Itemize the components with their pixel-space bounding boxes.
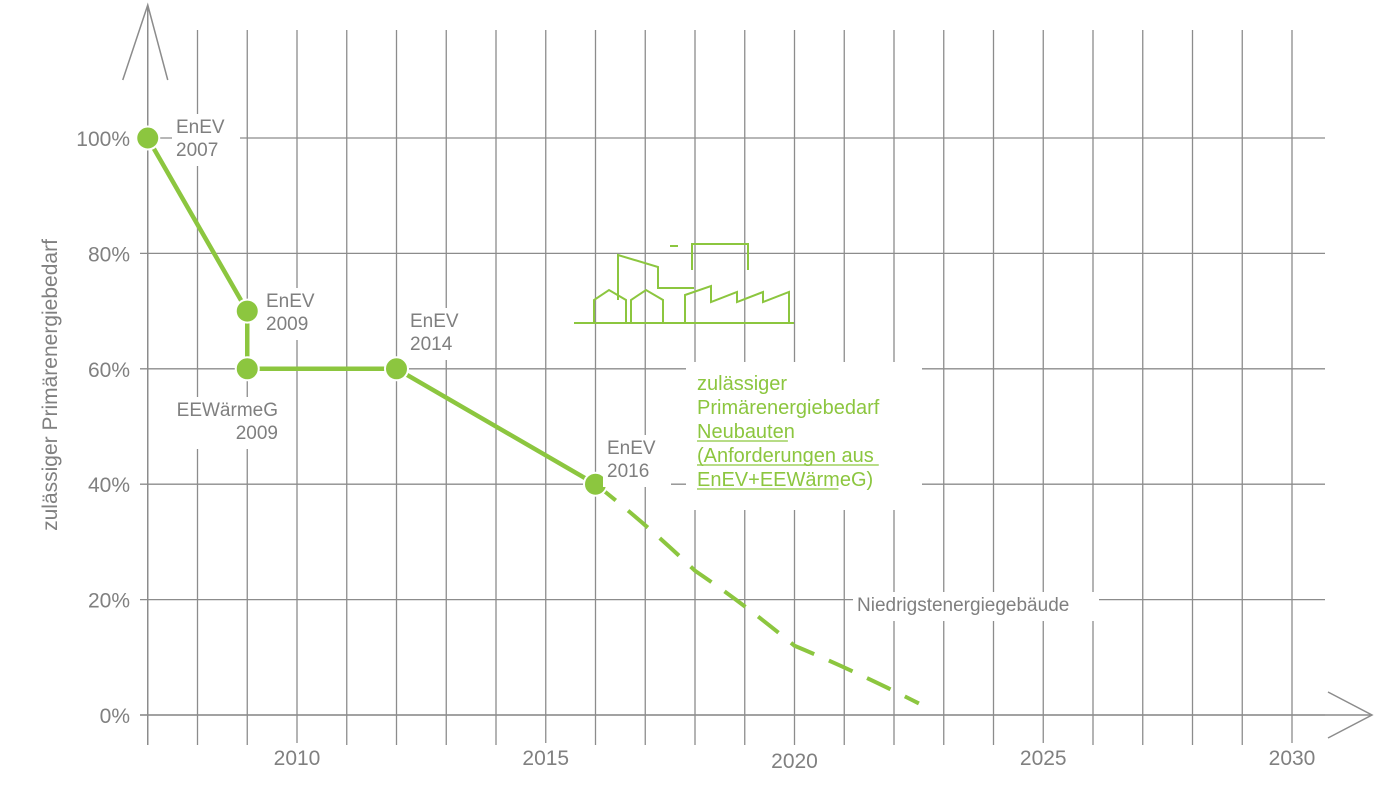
annotation-label: EnEV — [607, 438, 656, 459]
annotation-bg — [262, 288, 330, 340]
data-marker — [384, 356, 409, 382]
x-tick-label: 2010 — [274, 747, 321, 770]
annotation-label: 2007 — [176, 140, 218, 161]
y-tick-label: 60% — [88, 359, 130, 382]
annotation-label: 2014 — [410, 334, 453, 355]
annotations: EnEV2007EnEV2009EEWärmeG2009EnEV2014EnEV… — [158, 114, 1099, 621]
annotation-bg — [853, 592, 1099, 621]
annotation-bg — [603, 435, 671, 487]
green-note-bg — [686, 362, 922, 510]
y-tick-label-bg — [62, 701, 136, 729]
y-tick-label-bg — [62, 470, 136, 499]
buildings-icon — [574, 243, 794, 324]
annotation-bg — [172, 114, 240, 166]
annotation-label: 2009 — [266, 314, 308, 335]
y-tick-label: 80% — [88, 243, 130, 266]
annotation-label: EnEV — [176, 117, 225, 138]
annotation-label: 2016 — [607, 461, 649, 482]
series-line-dashed — [594, 482, 920, 706]
y-tick-label: 40% — [88, 474, 130, 497]
annotation-label: 2009 — [236, 423, 278, 444]
green-note-line: zulässiger — [697, 373, 787, 395]
x-tick-label-bg — [758, 746, 831, 776]
x-axis-arrowhead — [1327, 691, 1374, 739]
annotation-label: EnEV — [410, 311, 459, 332]
data-marker — [234, 298, 260, 324]
x-tick-label-bg — [509, 743, 582, 773]
x-tick-label-bg — [1256, 743, 1328, 773]
y-tick-label: 100% — [76, 128, 130, 151]
x-tick-label: 2030 — [1269, 747, 1316, 770]
y-axis-label: zulässiger Primärenergiebedarf — [39, 239, 62, 531]
y-tick-label-bg — [62, 124, 136, 152]
x-tick-label: 2025 — [1020, 747, 1067, 770]
data-marker — [135, 125, 161, 151]
annotation-label: EnEV — [266, 291, 315, 312]
y-tick-label: 20% — [88, 590, 130, 613]
y-axis-arrowhead — [122, 2, 169, 81]
x-tick-label: 2015 — [522, 747, 569, 770]
green-note-line: Neubauten — [697, 421, 795, 443]
x-tick-label-bg — [261, 743, 333, 773]
x-tick-labels: 2010 2015 2020 2025 2030 — [261, 743, 1328, 776]
data-marker — [234, 356, 260, 382]
green-note-line: EnEV+EEWärmeG) — [697, 469, 873, 491]
y-tick-label-bg — [62, 585, 136, 614]
annotation-label: EEWärmeG — [177, 400, 278, 421]
annotation-bg — [158, 397, 282, 449]
green-note-line: (Anforderungen aus — [697, 445, 874, 467]
y-tick-label-bg — [62, 239, 136, 268]
annotation-label: Niedrigstenergiegebäude — [857, 595, 1069, 616]
green-note-line: Primärenergiebedarf — [697, 397, 880, 419]
data-markers — [135, 125, 608, 497]
y-tick-label-bg — [62, 354, 136, 383]
y-tick-labels: 100% 80% 60% 40% 20% 0% — [62, 124, 136, 729]
y-tick-label: 0% — [100, 705, 130, 728]
annotation-bg — [406, 308, 474, 360]
x-tick-label-bg — [1007, 743, 1080, 773]
x-tick-label: 2020 — [771, 750, 818, 773]
